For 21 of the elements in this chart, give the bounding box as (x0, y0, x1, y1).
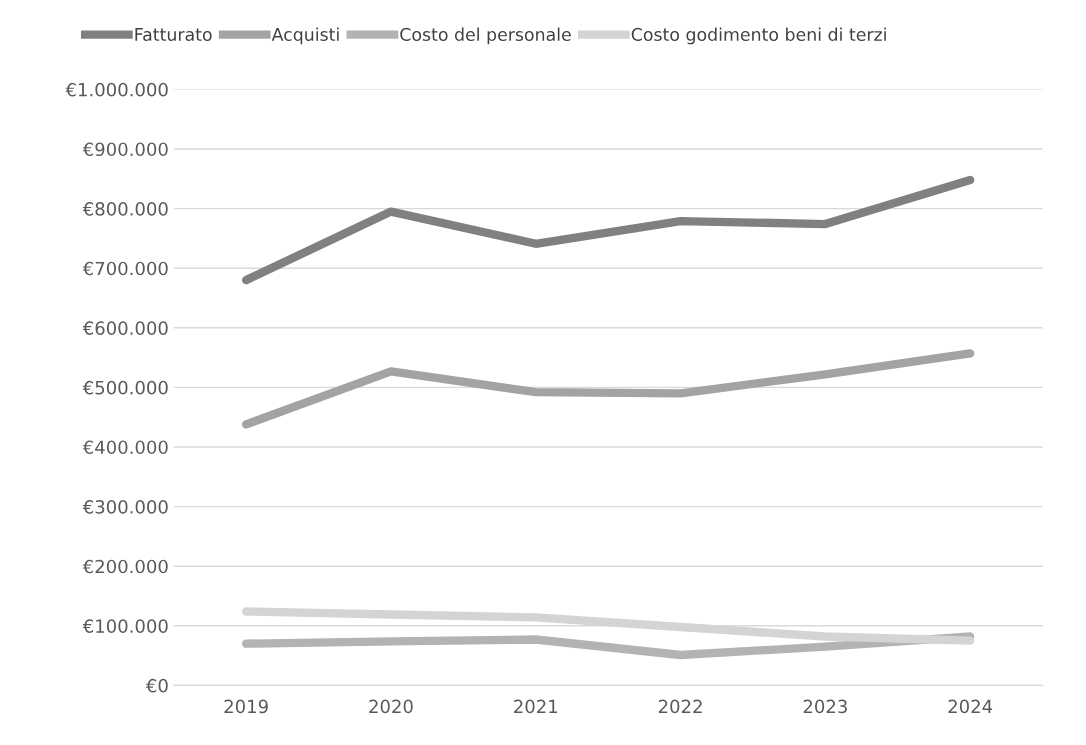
x-tick-label: 2024 (948, 699, 993, 714)
y-tick-label: €800.000 (82, 202, 168, 216)
legend-label: Fatturato (135, 28, 212, 41)
y-tick-label: €100.000 (82, 619, 168, 633)
y-tick-label: €400.000 (82, 440, 168, 455)
legend-label: Costo del personale (400, 27, 571, 45)
x-tick-label: 2019 (224, 699, 268, 714)
y-tick-label: €700.000 (82, 261, 168, 276)
x-tick-label: 2023 (803, 699, 847, 714)
y-tick-label: €500.000 (82, 380, 168, 395)
y-tick-label: €0 (145, 678, 168, 693)
y-tick-label: €900.000 (82, 142, 168, 157)
x-tick-label: 2022 (658, 699, 702, 714)
legend-label: Acquisti (271, 27, 339, 45)
y-tick-label: €1.000.000 (65, 82, 168, 97)
x-tick-label: 2021 (514, 699, 558, 714)
y-tick-label: €300.000 (82, 500, 168, 514)
legend-label: Costo godimento beni di terzi (631, 27, 886, 45)
y-tick-label: €200.000 (82, 559, 168, 574)
x-tick-label: 2020 (369, 699, 413, 714)
y-tick-label: €600.000 (82, 321, 168, 335)
